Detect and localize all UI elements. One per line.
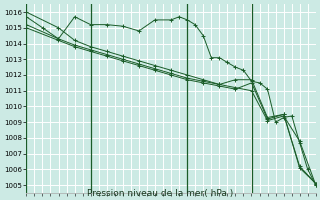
Text: Pression niveau de la mer( hPa ): Pression niveau de la mer( hPa ) xyxy=(87,189,233,198)
